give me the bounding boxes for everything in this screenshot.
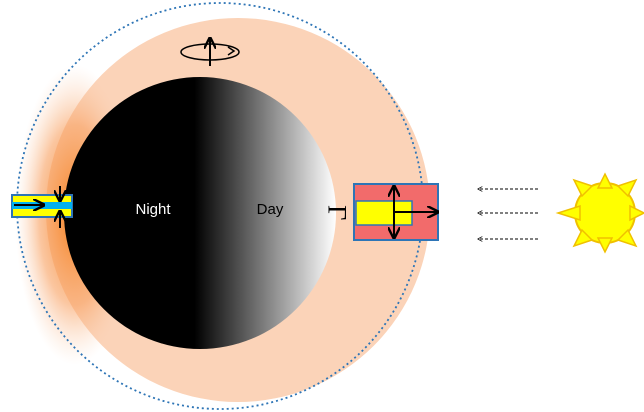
planet	[64, 77, 336, 349]
rotation-axis	[180, 38, 240, 66]
day-label: Day	[257, 201, 284, 218]
low-label: L	[323, 205, 352, 221]
high-pressure-box	[11, 186, 73, 228]
sun	[555, 172, 644, 254]
high-label: H	[81, 199, 110, 218]
low-pressure-box	[353, 183, 438, 241]
sunlight-arrows	[478, 189, 538, 239]
night-label: Night	[135, 201, 171, 218]
